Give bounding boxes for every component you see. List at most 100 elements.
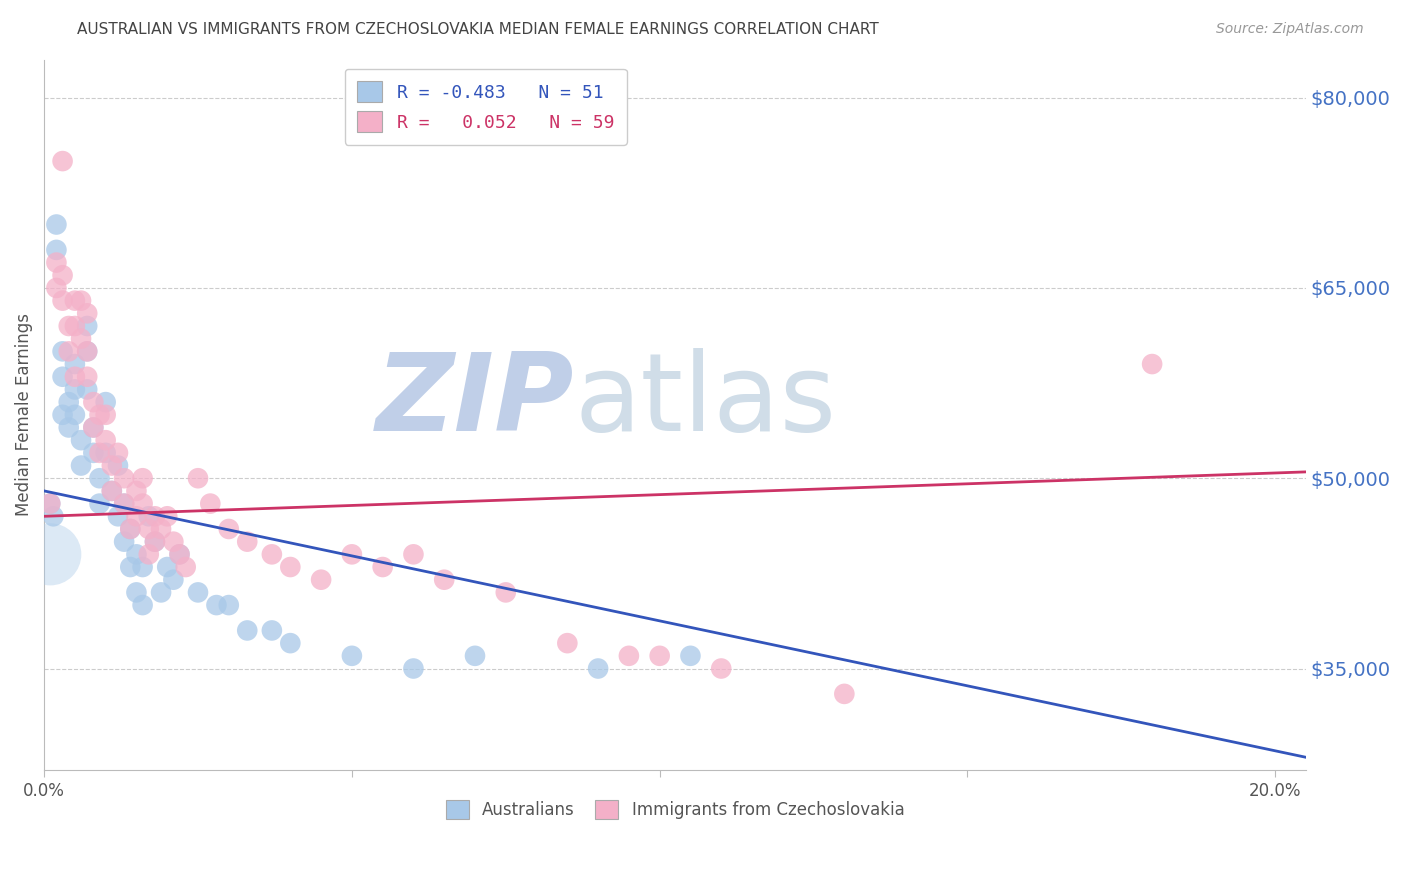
Point — [89, 446, 111, 460]
Point — [70, 458, 93, 473]
Point — [89, 408, 111, 422]
Point — [39, 497, 62, 511]
Point — [52, 293, 75, 308]
Point — [834, 687, 856, 701]
Point — [1140, 357, 1163, 371]
Point — [260, 624, 283, 638]
Point — [52, 154, 75, 169]
Point — [218, 522, 240, 536]
Point — [70, 433, 93, 447]
Point — [187, 585, 209, 599]
Point — [433, 573, 456, 587]
Point — [586, 661, 609, 675]
Point — [557, 636, 579, 650]
Point — [45, 243, 67, 257]
Point — [120, 560, 142, 574]
Point — [402, 547, 425, 561]
Point — [63, 357, 86, 371]
Point — [82, 420, 104, 434]
Point — [45, 281, 67, 295]
Point — [45, 255, 67, 269]
Point — [464, 648, 486, 663]
Point — [76, 344, 98, 359]
Point — [138, 522, 160, 536]
Point — [94, 408, 117, 422]
Point — [125, 509, 148, 524]
Point — [143, 534, 166, 549]
Point — [112, 471, 135, 485]
Point — [120, 522, 142, 536]
Point — [39, 547, 62, 561]
Text: AUSTRALIAN VS IMMIGRANTS FROM CZECHOSLOVAKIA MEDIAN FEMALE EARNINGS CORRELATION : AUSTRALIAN VS IMMIGRANTS FROM CZECHOSLOV… — [77, 22, 879, 37]
Point — [63, 293, 86, 308]
Point — [125, 483, 148, 498]
Point — [82, 420, 104, 434]
Point — [112, 497, 135, 511]
Point — [125, 547, 148, 561]
Point — [52, 344, 75, 359]
Point — [76, 369, 98, 384]
Point — [143, 534, 166, 549]
Legend: Australians, Immigrants from Czechoslovakia: Australians, Immigrants from Czechoslova… — [439, 793, 911, 826]
Point — [200, 497, 222, 511]
Point — [94, 395, 117, 409]
Point — [205, 598, 228, 612]
Point — [107, 458, 129, 473]
Point — [89, 471, 111, 485]
Point — [617, 648, 640, 663]
Point — [156, 509, 179, 524]
Point — [94, 433, 117, 447]
Point — [39, 497, 62, 511]
Text: atlas: atlas — [574, 348, 837, 454]
Point — [143, 509, 166, 524]
Point — [52, 369, 75, 384]
Point — [52, 408, 75, 422]
Text: ZIP: ZIP — [375, 348, 574, 454]
Point — [63, 408, 86, 422]
Point — [42, 509, 65, 524]
Point — [150, 585, 173, 599]
Point — [63, 369, 86, 384]
Point — [101, 483, 124, 498]
Point — [120, 522, 142, 536]
Point — [76, 344, 98, 359]
Point — [169, 547, 191, 561]
Point — [58, 395, 80, 409]
Point — [710, 661, 733, 675]
Point — [495, 585, 517, 599]
Point — [76, 383, 98, 397]
Point — [107, 446, 129, 460]
Text: Source: ZipAtlas.com: Source: ZipAtlas.com — [1216, 22, 1364, 37]
Point — [101, 483, 124, 498]
Y-axis label: Median Female Earnings: Median Female Earnings — [15, 313, 32, 516]
Point — [112, 497, 135, 511]
Point — [162, 534, 184, 549]
Point — [58, 344, 80, 359]
Point — [138, 547, 160, 561]
Point — [138, 509, 160, 524]
Point — [187, 471, 209, 485]
Point — [58, 420, 80, 434]
Point — [82, 446, 104, 460]
Point — [236, 534, 259, 549]
Point — [174, 560, 197, 574]
Point — [52, 268, 75, 283]
Point — [340, 547, 363, 561]
Point — [156, 560, 179, 574]
Point — [150, 522, 173, 536]
Point — [131, 598, 153, 612]
Point — [309, 573, 332, 587]
Point — [131, 560, 153, 574]
Point — [236, 624, 259, 638]
Point — [76, 318, 98, 333]
Point — [278, 636, 301, 650]
Point — [648, 648, 671, 663]
Point — [340, 648, 363, 663]
Point — [402, 661, 425, 675]
Point — [76, 306, 98, 320]
Point — [63, 383, 86, 397]
Point — [371, 560, 394, 574]
Point — [45, 218, 67, 232]
Point — [131, 471, 153, 485]
Point — [89, 497, 111, 511]
